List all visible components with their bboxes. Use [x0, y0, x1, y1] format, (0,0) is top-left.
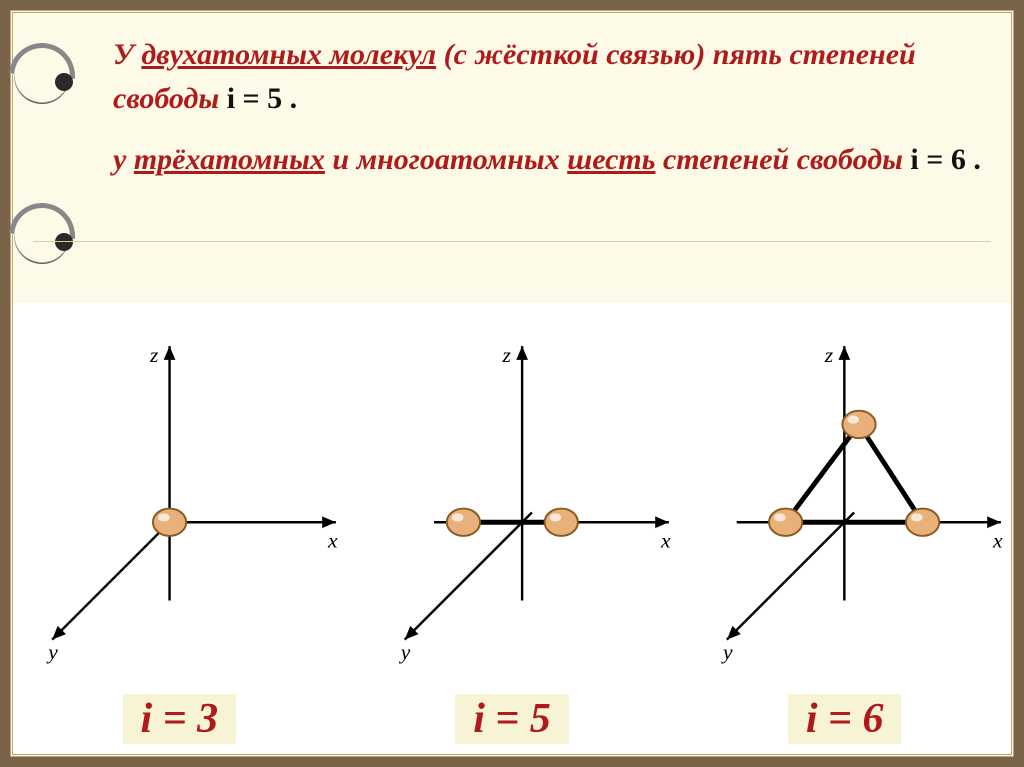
paragraph-1: У двухатомных молекул (с жёсткой связью)… [113, 33, 981, 120]
i-label: i = 5 [346, 695, 679, 743]
page: У двухатомных молекул (с жёсткой связью)… [10, 10, 1014, 757]
p1-a: У [113, 38, 141, 71]
p2-b: трёхатомных [134, 143, 325, 176]
p2-c: и многоатомных [325, 143, 567, 176]
text-block: У двухатомных молекул (с жёсткой связью)… [113, 33, 981, 182]
binder-icon [9, 43, 79, 113]
p2-d: шесть [567, 143, 655, 176]
diagram-panel: z x y i = 6 [678, 303, 1011, 753]
diagram-panel: z x y i = 3 [13, 303, 346, 753]
i-label: i = 6 [678, 695, 1011, 743]
svg-text:x: x [327, 529, 338, 553]
p2-a: у [113, 143, 134, 176]
diagram-panel: z x y i = 5 [346, 303, 679, 753]
binder-icon [9, 203, 79, 273]
svg-text:y: y [398, 640, 410, 664]
svg-text:y: y [721, 640, 733, 664]
svg-text:x: x [660, 529, 671, 553]
p1-d: i = 5 . [227, 82, 297, 115]
outer-frame: У двухатомных молекул (с жёсткой связью)… [0, 0, 1024, 767]
axes-svg: z x y [13, 303, 346, 673]
i-label: i = 3 [13, 695, 346, 743]
diagram-strip: z x y i = 3 z x y i = 5 [13, 303, 1011, 753]
axes-svg: z x y [346, 303, 679, 673]
svg-text:y: y [46, 640, 58, 664]
svg-text:z: z [149, 343, 159, 367]
p2-e: степеней свободы [655, 143, 910, 176]
axes-svg: z x y [678, 303, 1011, 673]
svg-text:z: z [501, 343, 511, 367]
p2-f: i = 6 . [910, 143, 980, 176]
svg-text:x: x [992, 529, 1003, 553]
divider [33, 241, 991, 242]
paragraph-2: у трёхатомных и многоатомных шесть степе… [113, 138, 981, 182]
svg-text:z: z [824, 343, 834, 367]
p1-b: двухатомных молекул [141, 38, 436, 71]
